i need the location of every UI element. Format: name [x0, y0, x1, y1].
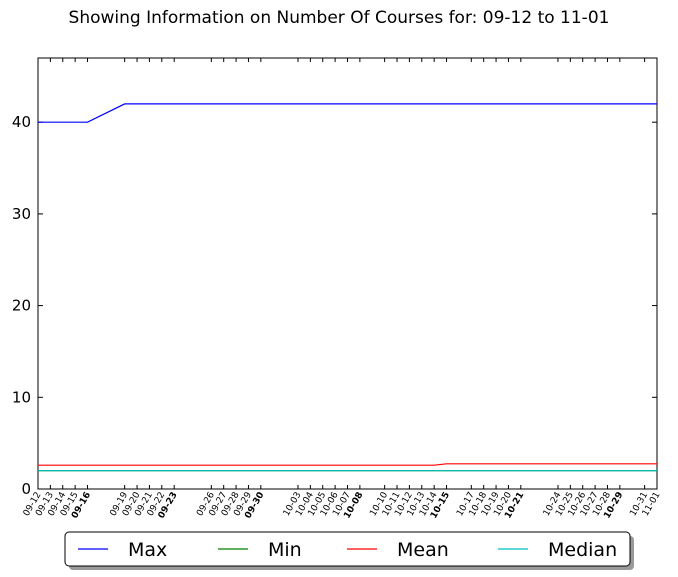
legend-label-median: Median [548, 539, 617, 561]
y-tick-label: 30 [12, 205, 31, 223]
y-tick-label: 40 [12, 113, 31, 131]
y-tick-label: 10 [12, 388, 31, 406]
plot-area [37, 57, 658, 490]
legend-label-mean: Mean [397, 539, 449, 561]
series-layer [38, 103, 657, 472]
legend-label-max: Max [128, 539, 167, 561]
y-axis: 0 10 20 30 40 [12, 113, 657, 498]
legend-label-min: Min [268, 539, 302, 561]
y-tick-label: 20 [12, 297, 31, 315]
plot-frame [37, 57, 658, 490]
y-tick-label: 0 [21, 480, 31, 498]
chart-title: Showing Information on Number Of Courses… [68, 8, 610, 28]
series-line-max [38, 103, 657, 123]
legend: Max Min Mean Median [64, 531, 634, 570]
series-line-mean [38, 463, 657, 466]
